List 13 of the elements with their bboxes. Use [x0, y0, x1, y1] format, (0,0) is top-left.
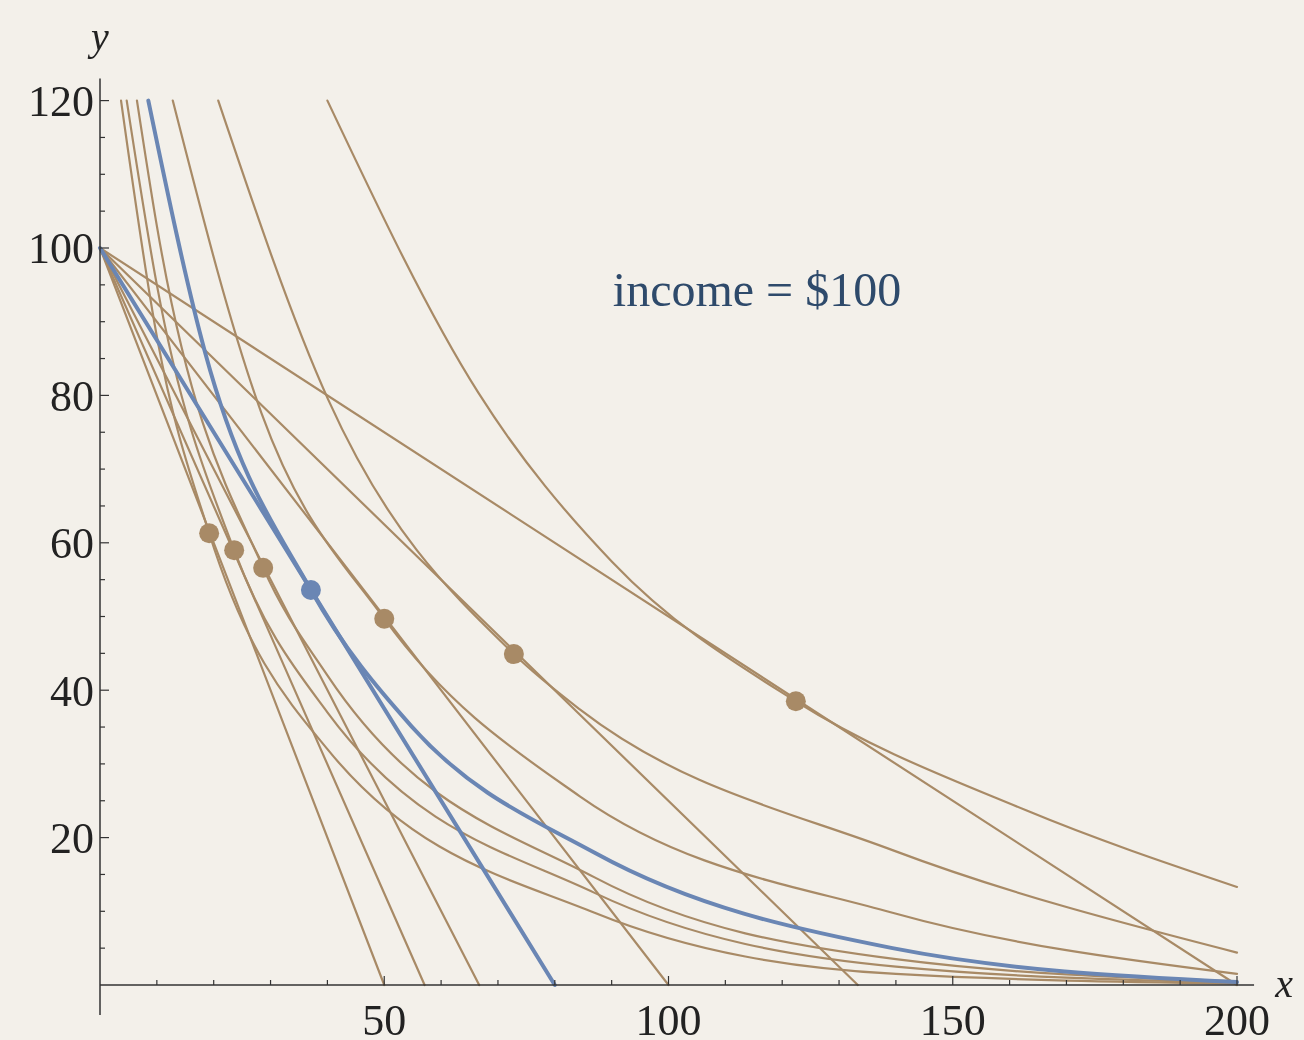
x-tick-label: 200 [1204, 996, 1270, 1040]
y-tick-label: 100 [28, 224, 94, 274]
y-tick-label: 40 [50, 666, 94, 716]
y-tick-label: 80 [50, 371, 94, 421]
x-tick-label: 150 [919, 996, 986, 1040]
y-tick-label: 20 [50, 814, 94, 863]
x-axis-title: x [1274, 961, 1294, 1006]
x-tick-label: 100 [635, 996, 702, 1040]
x-tick-label: 50 [362, 996, 407, 1040]
y-tick-label: 60 [50, 519, 94, 569]
y-tick-label: 120 [28, 77, 94, 126]
y-axis-title: y [87, 14, 110, 60]
annotation: income = $100 [612, 263, 902, 316]
